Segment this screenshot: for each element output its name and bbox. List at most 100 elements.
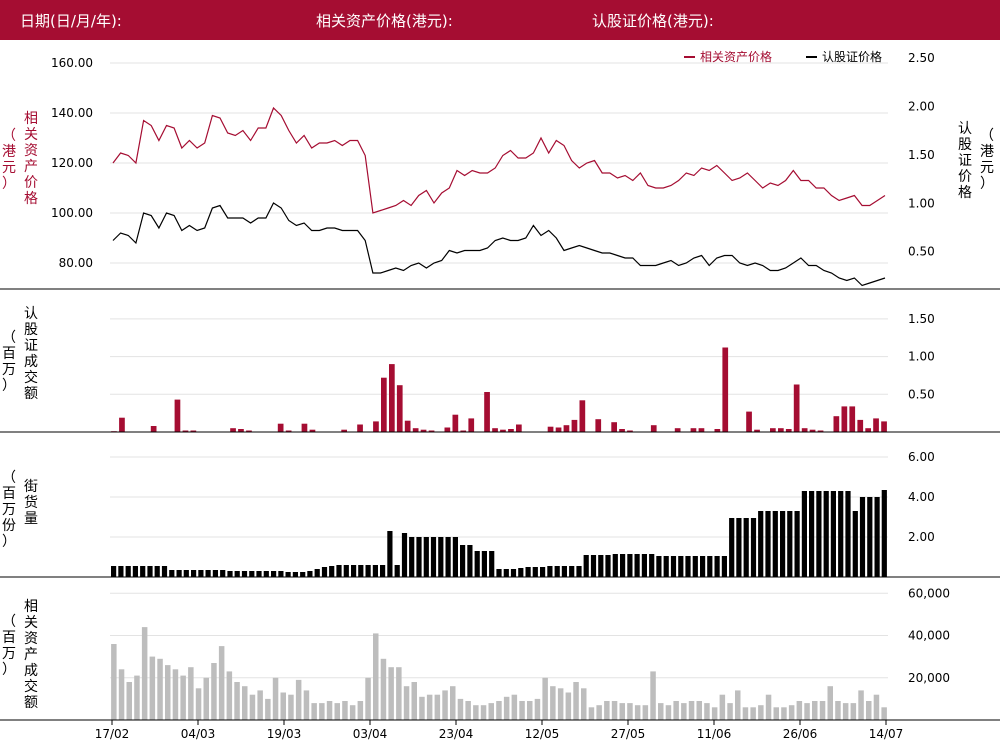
asset-turnover-bar — [835, 701, 841, 720]
outstanding-bar — [125, 566, 131, 577]
right-tick-label: 0.50 — [908, 245, 935, 259]
outstanding-bar — [590, 555, 597, 577]
asset-turnover-bar — [565, 692, 572, 720]
legend-label: 相关资产价格 — [700, 49, 772, 64]
gridlines — [110, 62, 888, 679]
asset-turnover-bar — [496, 701, 502, 720]
asset-turnover-bar — [157, 658, 163, 720]
asset-turnover-bar — [711, 707, 718, 720]
outstanding-bar — [518, 568, 524, 577]
outstanding-bar — [111, 566, 117, 577]
asset-turnover-label: 相关资产成交额 — [24, 599, 38, 711]
outstanding-bar — [692, 556, 698, 577]
warrant-turnover-bar — [809, 429, 816, 432]
asset-turnover-bar — [704, 703, 710, 720]
asset-turnover-bar — [326, 701, 333, 720]
warrant-turnover-bar — [619, 429, 625, 432]
warrant-turnover-bar — [873, 418, 879, 432]
asset-price-label: 相关资产价格(港元): — [316, 12, 453, 30]
warrant-turnover-bar — [285, 430, 292, 432]
asset-turnover-bar — [588, 707, 595, 720]
asset-turnover-bar — [650, 671, 656, 720]
asset-turnover-bar — [819, 701, 826, 720]
outstanding-bar — [736, 518, 742, 577]
asset-turnover-bar — [581, 688, 587, 720]
left-tick-label: 120.00 — [51, 156, 93, 170]
warrant-turnover-bar — [785, 429, 792, 432]
outstanding-bar — [329, 566, 335, 577]
outstanding-bar — [787, 511, 793, 577]
outstanding-bar — [452, 537, 458, 577]
right-tick-label: 2.50 — [908, 51, 935, 65]
chart-marks — [111, 106, 887, 720]
warrant-price-line — [112, 202, 886, 287]
right-axis-label: 认股证价格 — [958, 121, 972, 201]
outstanding-bar — [845, 491, 851, 577]
asset-turnover-bar — [442, 690, 448, 720]
asset-turnover-tick-label: 60,000 — [908, 586, 950, 600]
asset-turnover-bar — [134, 675, 140, 720]
outstanding-tick-label: 2.00 — [908, 530, 935, 544]
warrant-turnover-bar — [754, 429, 760, 432]
outstanding-bar — [750, 518, 757, 577]
outstanding-bar — [641, 554, 647, 577]
warrant-turnover-bar — [460, 430, 467, 432]
outstanding-bar — [620, 554, 626, 577]
outstanding-bar — [409, 537, 415, 577]
warrant-turnover-bar — [674, 428, 681, 432]
tick-labels: 80.00 100.00 120.00 140.00 160.00 0.50 1.00 1.5… — [51, 51, 950, 741]
asset-turnover-bar — [380, 658, 387, 720]
warrant-turnover-bar — [404, 420, 411, 432]
warrant-turnover-unit: （百万） — [2, 330, 16, 394]
left-tick-label: 140.00 — [51, 106, 93, 120]
asset-turnover-bar — [781, 707, 787, 720]
asset-turnover-bar — [480, 705, 487, 720]
date-tick-label: 03/04 — [353, 727, 388, 741]
asset-turnover-bar — [827, 686, 833, 720]
outstanding-bar — [649, 554, 655, 577]
asset-turnover-bar — [550, 686, 556, 720]
outstanding-bar — [300, 572, 306, 577]
warrant-turnover-bar — [230, 428, 236, 432]
warrant-turnover-bar — [778, 428, 784, 432]
asset-turnover-bar — [611, 701, 618, 720]
outstanding-bar — [278, 571, 284, 577]
outstanding-bar — [510, 569, 517, 577]
asset-turnover-bar — [873, 694, 880, 720]
outstanding-bar — [830, 491, 836, 577]
asset-turnover-bar — [303, 690, 310, 720]
outstanding-bar — [729, 518, 735, 577]
warrant-turnover-bar — [301, 423, 308, 432]
warrant-turnover-bar — [817, 430, 824, 432]
outstanding-bar — [838, 491, 844, 577]
asset-turnover-unit: （百万） — [2, 614, 16, 678]
warrant-turnover-bar — [190, 430, 197, 432]
warrant-turnover-bar — [492, 428, 498, 432]
asset-turnover-bar — [773, 707, 779, 720]
right-tick-label: 2.00 — [908, 99, 935, 113]
left-axis-unit: （港元） — [2, 128, 16, 192]
warrant-turnover-bar — [277, 423, 284, 432]
warrant-turnover-bar — [428, 430, 435, 432]
asset-turnover-bar — [750, 707, 756, 720]
outstanding-bar — [271, 571, 277, 577]
asset-turnover-bar — [118, 669, 125, 720]
warrant-turnover-tick-label: 0.50 — [908, 387, 935, 401]
outstanding-bar — [307, 571, 313, 577]
warrant-turnover-tick-label: 1.00 — [908, 350, 935, 364]
asset-turnover-bar — [457, 698, 464, 720]
warrant-turnover-bar — [865, 428, 871, 432]
asset-turnover-bar — [681, 703, 687, 720]
warrant-turnover-bar — [857, 419, 864, 432]
warrant-turnover-bar — [698, 428, 705, 432]
outstanding-bar — [321, 567, 328, 577]
outstanding-bar — [241, 571, 248, 577]
asset-turnover-tick-label: 40,000 — [908, 629, 950, 643]
outstanding-bar — [532, 567, 538, 577]
asset-turnover-bar — [634, 705, 641, 720]
asset-turnover-bar — [334, 703, 340, 720]
outstanding-bar — [598, 555, 604, 577]
asset-turnover-bar — [881, 707, 887, 720]
asset-turnover-bar — [450, 686, 456, 720]
warrant-turnover-bar — [238, 429, 244, 432]
